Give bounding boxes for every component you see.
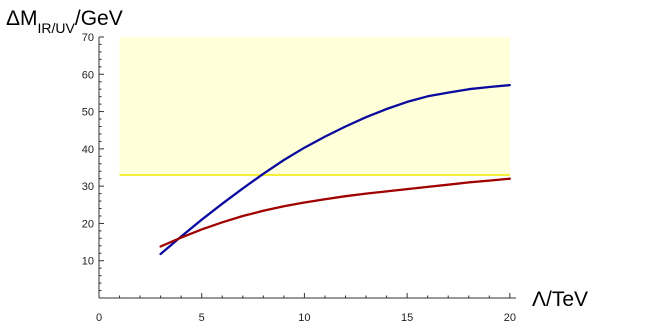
x-tick-label: 5 [199, 312, 205, 324]
y-tick-label: 60 [82, 69, 94, 81]
series-line-2 [159, 177, 511, 248]
y-tick-label: 40 [82, 144, 94, 156]
y-axis-title: ΔMIR/UV/GeV [6, 7, 123, 36]
series-line-1 [159, 83, 511, 256]
y-tick-label: 30 [82, 181, 94, 193]
x-tick-label: 15 [401, 312, 413, 324]
shaded-band [119, 37, 510, 175]
x-tick-label: 0 [96, 312, 102, 324]
y-tick-label: 50 [82, 107, 94, 119]
y-tick-label: 10 [82, 256, 94, 268]
y-tick-label: 20 [82, 218, 94, 230]
x-axis-title: Λ/TeV [532, 288, 588, 311]
x-tick-label: 20 [504, 312, 516, 324]
x-tick-label: 10 [298, 312, 310, 324]
y-tick-label: 70 [82, 32, 94, 44]
